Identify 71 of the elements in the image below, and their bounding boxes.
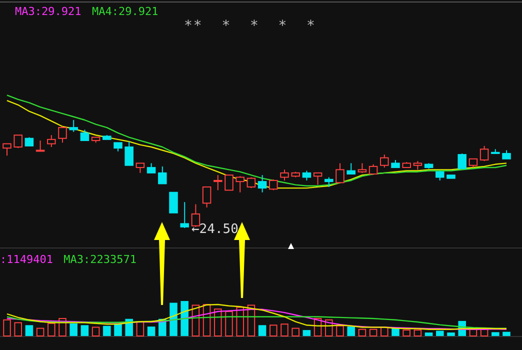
candlestick xyxy=(346,162,356,174)
bar xyxy=(236,306,244,336)
bar xyxy=(369,328,378,336)
text: MA4:29.921 xyxy=(92,5,158,18)
candlestick xyxy=(258,174,267,193)
bar xyxy=(447,332,455,336)
text: ** * * * * xyxy=(184,18,316,34)
candlestick xyxy=(313,172,322,186)
candlestick xyxy=(214,174,222,191)
bar xyxy=(225,311,233,336)
candlestick xyxy=(458,152,466,170)
candlestick xyxy=(368,164,378,174)
candlestick xyxy=(380,154,389,168)
bar xyxy=(103,326,111,336)
candlestick xyxy=(158,166,167,184)
bar xyxy=(392,328,400,336)
candlestick xyxy=(136,162,145,174)
candlestick xyxy=(302,170,312,181)
candlestick xyxy=(36,140,45,152)
bar xyxy=(258,325,266,336)
text: MA3:29.921 xyxy=(15,5,82,18)
bar xyxy=(336,325,344,336)
candlestick xyxy=(336,162,344,184)
bar xyxy=(70,323,78,336)
candlestick xyxy=(269,178,278,191)
candlestick xyxy=(47,134,56,148)
bar xyxy=(302,330,311,336)
candlestick xyxy=(280,169,289,181)
candlestick xyxy=(480,145,489,162)
bar xyxy=(80,325,89,336)
candlestick xyxy=(58,126,67,144)
candlestick xyxy=(436,170,444,181)
bar xyxy=(48,322,56,336)
bar xyxy=(492,332,500,336)
bar xyxy=(502,332,510,336)
candlestick xyxy=(146,162,156,174)
bar xyxy=(170,302,178,336)
bar xyxy=(292,328,300,336)
candlestick xyxy=(2,143,12,156)
candlestick xyxy=(80,129,90,142)
bar xyxy=(14,322,22,336)
bar xyxy=(92,326,100,336)
candlestick xyxy=(169,192,178,214)
annotation: ←24.50 xyxy=(191,222,238,237)
candlestick xyxy=(14,134,22,149)
candlestick xyxy=(224,174,234,191)
bar xyxy=(280,324,288,336)
text: :1149401 xyxy=(0,253,53,266)
bar xyxy=(402,330,410,336)
bar xyxy=(147,326,156,336)
bar xyxy=(358,328,366,336)
candlestick xyxy=(202,186,212,208)
bar xyxy=(25,325,34,336)
bar xyxy=(347,326,355,336)
candlestick xyxy=(180,202,189,228)
bar xyxy=(214,308,222,336)
bar xyxy=(424,332,433,336)
bar xyxy=(180,301,188,336)
candlestick xyxy=(69,120,78,132)
candlestick xyxy=(358,162,367,174)
candlestick xyxy=(324,176,334,188)
text: MA3:2233571 xyxy=(64,253,136,266)
candlestick xyxy=(246,176,256,189)
candlestick xyxy=(124,141,134,166)
bar xyxy=(114,323,122,336)
candlestick xyxy=(236,176,244,193)
bar xyxy=(436,330,444,336)
bar xyxy=(3,319,11,336)
bar xyxy=(270,324,278,336)
bar xyxy=(414,330,422,336)
bar xyxy=(36,328,44,336)
